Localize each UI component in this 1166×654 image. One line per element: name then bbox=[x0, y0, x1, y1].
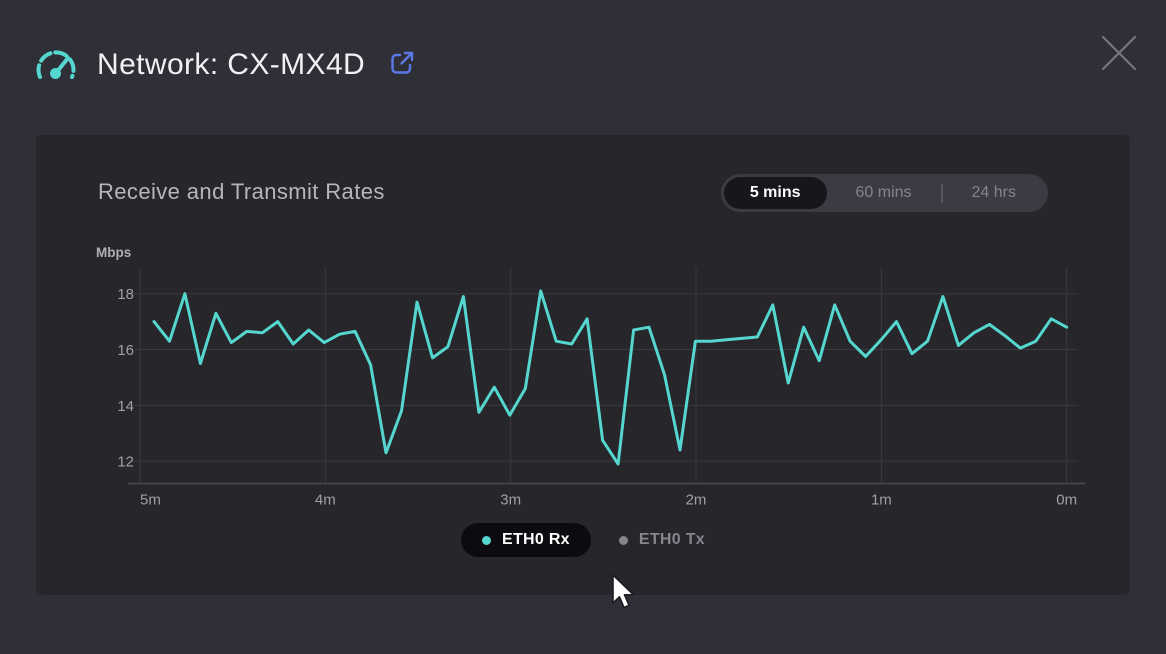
rx-dot-icon bbox=[481, 535, 491, 545]
page-title: Network: CX-MX4D bbox=[97, 48, 366, 81]
svg-text:14: 14 bbox=[117, 398, 134, 415]
tab-24-hrs[interactable]: 24 hrs bbox=[971, 184, 1016, 201]
svg-text:0m: 0m bbox=[1056, 492, 1077, 509]
rates-chart: Mbps 18 16 14 12 5m 4m 3m 2m 1m 0m bbox=[96, 245, 1085, 509]
gauge-icon bbox=[33, 46, 79, 84]
legend-eth0-rx-label: ETH0 Rx bbox=[501, 531, 570, 548]
tab-60-mins[interactable]: 60 mins bbox=[855, 184, 912, 201]
svg-text:5m: 5m bbox=[140, 492, 161, 509]
legend-eth0-rx[interactable]: ETH0 Rx bbox=[460, 523, 591, 557]
legend-eth0-tx-label: ETH0 Tx bbox=[638, 531, 706, 548]
svg-text:4m: 4m bbox=[315, 492, 336, 509]
svg-text:Mbps: Mbps bbox=[96, 245, 131, 260]
tab-5-mins[interactable]: 5 mins bbox=[723, 177, 827, 209]
svg-text:2m: 2m bbox=[686, 492, 707, 509]
svg-text:1m: 1m bbox=[871, 492, 892, 509]
modal-header: Network: CX-MX4D bbox=[33, 46, 417, 84]
time-range-toggle: 5 mins 60 mins 24 hrs bbox=[720, 174, 1048, 212]
card-header: Receive and Transmit Rates 5 mins 60 min… bbox=[36, 135, 1130, 225]
svg-text:16: 16 bbox=[117, 342, 134, 359]
tx-dot-icon bbox=[618, 535, 628, 545]
toggle-divider bbox=[940, 183, 943, 203]
close-icon bbox=[1100, 34, 1138, 77]
svg-text:18: 18 bbox=[117, 286, 134, 303]
svg-text:3m: 3m bbox=[500, 492, 521, 509]
chart-title: Receive and Transmit Rates bbox=[98, 179, 385, 204]
legend-eth0-tx[interactable]: ETH0 Tx bbox=[618, 531, 706, 549]
svg-text:12: 12 bbox=[117, 454, 134, 471]
chart-legend: ETH0 Rx ETH0 Tx bbox=[36, 523, 1130, 557]
external-link-icon[interactable] bbox=[387, 48, 417, 83]
close-button[interactable] bbox=[1096, 32, 1142, 78]
network-rates-card: Receive and Transmit Rates 5 mins 60 min… bbox=[36, 135, 1130, 595]
